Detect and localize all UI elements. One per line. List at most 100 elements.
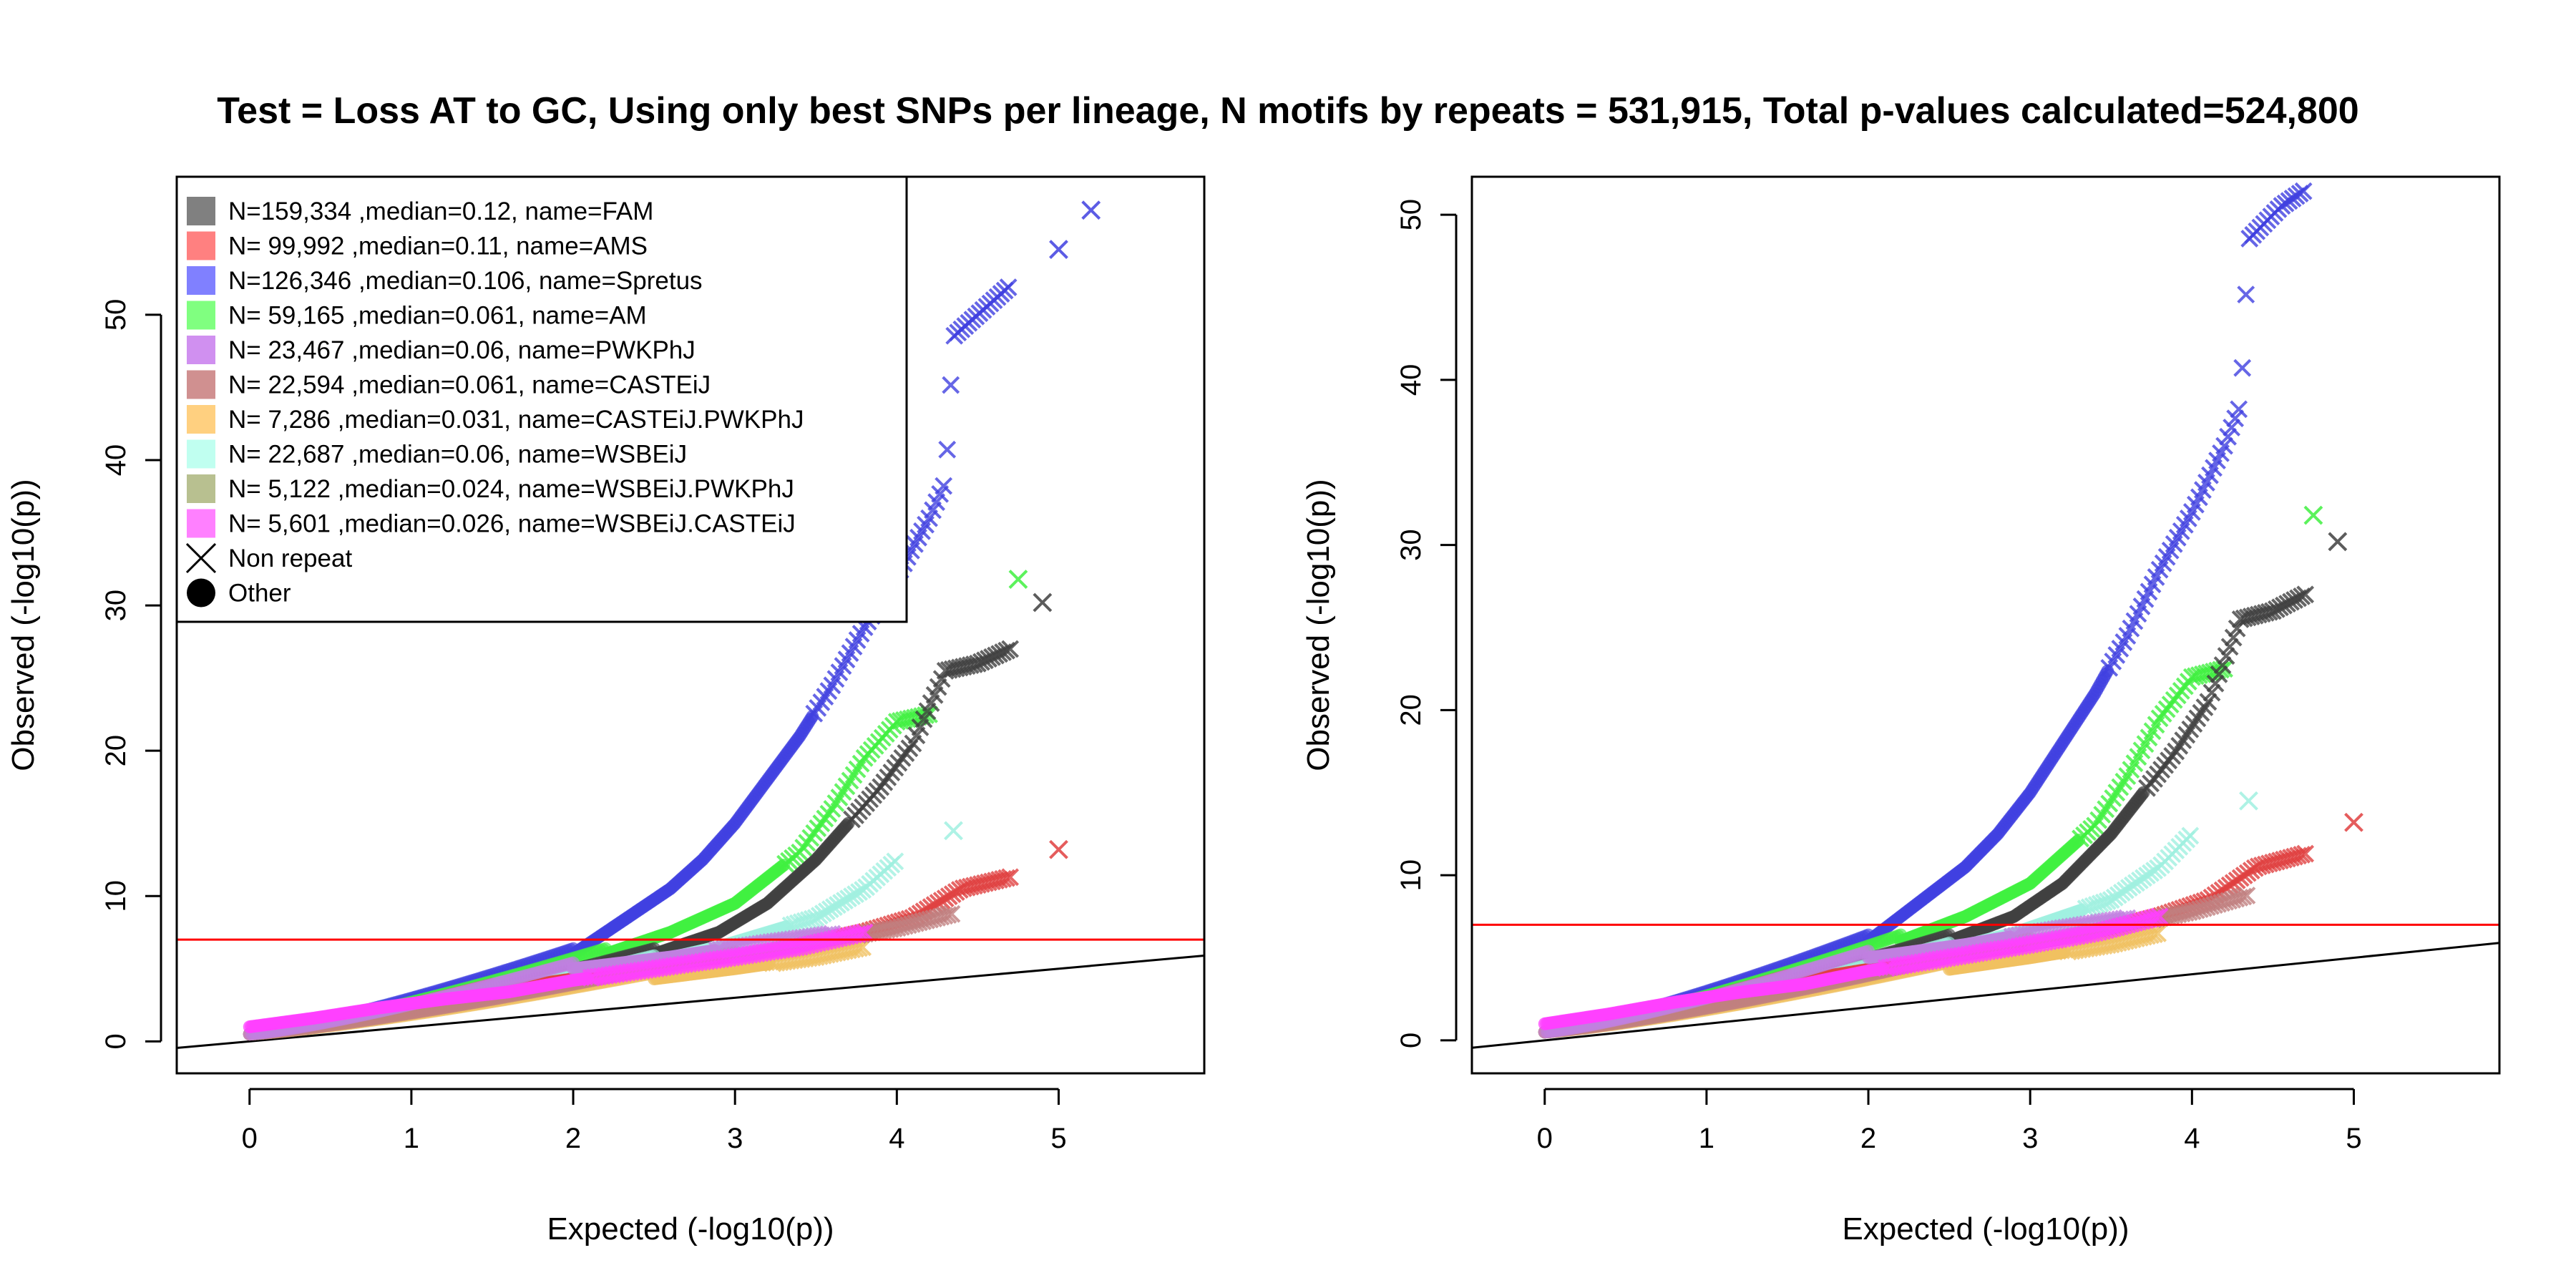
data-point	[939, 906, 957, 924]
data-point	[2293, 846, 2311, 864]
data-point	[2237, 286, 2255, 304]
data-point	[2181, 826, 2200, 845]
legend-label: N= 5,601 ,median=0.026, name=WSBEiJ.CAST…	[228, 510, 796, 538]
data-point	[2328, 532, 2348, 552]
legend-label: N= 99,992 ,median=0.11, name=AMS	[228, 233, 648, 260]
data-point	[2202, 683, 2221, 702]
legend-label: N= 5,122 ,median=0.024, name=WSBEiJ.PWKP…	[228, 475, 794, 503]
data-point	[942, 904, 961, 923]
data-point	[2210, 665, 2228, 683]
x-tick-label: 1	[404, 1123, 419, 1154]
legend-label: N= 7,286 ,median=0.031, name=CASTEiJ.PWK…	[228, 406, 804, 434]
data-point	[1049, 839, 1068, 859]
legend-swatch	[187, 439, 215, 469]
data-point	[2234, 887, 2253, 906]
data-point	[2239, 791, 2258, 811]
legend-box	[175, 175, 908, 623]
data-point	[2296, 585, 2315, 604]
data-point	[2344, 812, 2363, 832]
data-point	[1033, 592, 1053, 613]
data-point	[2219, 427, 2237, 446]
data-point	[2230, 400, 2248, 419]
legend-swatch	[187, 266, 215, 295]
x-tick-label: 0	[242, 1123, 258, 1154]
data-point	[2238, 887, 2256, 904]
data-point	[2294, 182, 2313, 200]
data-point	[1001, 640, 1020, 658]
y-tick-label: 0	[100, 1033, 132, 1049]
data-point	[1001, 868, 1020, 887]
data-point	[2226, 409, 2245, 428]
data-point	[567, 956, 580, 970]
data-point	[2215, 436, 2233, 455]
data-point	[938, 440, 957, 459]
legend-swatch	[187, 405, 215, 434]
data-point	[917, 706, 935, 724]
legend-swatch	[187, 336, 215, 364]
data-point	[1862, 945, 1875, 958]
legend: N=159,334 ,median=0.12, name=FAM N= 99,99…	[175, 175, 908, 623]
data-point	[1049, 240, 1068, 259]
data-point	[886, 852, 904, 871]
data-point	[599, 942, 613, 955]
legend-swatch	[187, 474, 215, 503]
legend-label: N= 59,165 ,median=0.061, name=AM	[228, 302, 647, 330]
legend-circle-symbol	[187, 578, 215, 608]
legend-cross-symbol	[185, 542, 217, 574]
legend-label: N=126,346 ,median=0.106, name=Spretus	[228, 267, 703, 295]
data-point	[2303, 505, 2323, 525]
data-point	[2224, 628, 2243, 647]
data-point	[1008, 570, 1028, 589]
qq-panel-left: 0 1 2 3 4 5 Expected (-log10(p)) 0 10 20 30 40 50 Obs…	[6, 175, 1206, 1246]
figure-title: Test = Loss AT to GC, Using only best SN…	[217, 90, 2358, 132]
legend-swatch	[187, 301, 215, 330]
x-axis-label: Expected (-log10(p))	[547, 1211, 834, 1246]
legend-swatch	[187, 370, 215, 399]
reference-line	[177, 955, 1204, 1049]
series-wsbeij-casteij	[1538, 907, 2169, 1030]
plot-area	[1472, 182, 2499, 1049]
data-point	[997, 869, 1016, 887]
data-point	[1894, 928, 1908, 942]
legend-label: N= 23,467 ,median=0.06, name=PWKPhJ	[228, 336, 696, 364]
y-tick-label: 20	[100, 735, 132, 767]
y-tick-label: 30	[100, 590, 132, 622]
y-tick-label: 50	[100, 299, 132, 331]
x-axis: 0 1 2 3 4 5 Expected (-log10(p))	[242, 1088, 1067, 1246]
y-tick-label: 10	[100, 880, 132, 912]
data-point	[855, 923, 874, 942]
data-point	[1081, 200, 1101, 220]
x-tick-label: 5	[1050, 1123, 1066, 1154]
data-point	[999, 278, 1018, 296]
legend-label: N= 22,687 ,median=0.06, name=WSBEiJ	[228, 441, 687, 469]
data-point	[942, 376, 960, 394]
data-point	[2199, 693, 2218, 711]
plot-area	[177, 200, 1204, 1049]
x-tick-label: 4	[889, 1123, 904, 1154]
legend-swatch	[187, 509, 215, 538]
legend-label: Other	[228, 580, 291, 608]
legend-label: N= 22,594 ,median=0.061, name=CASTEiJ	[228, 371, 711, 399]
legend-label: Non repeat	[228, 545, 352, 572]
y-axis-label: Observed (-log10(p))	[6, 479, 41, 771]
data-point	[2223, 419, 2241, 436]
legend-swatch	[187, 197, 215, 225]
data-point	[2212, 660, 2230, 679]
series-wsbeij-casteij	[243, 923, 874, 1034]
data-point	[2213, 656, 2232, 674]
legend-swatch	[187, 231, 215, 260]
y-axis: 0 10 20 30 40 50 Observed (-log10(p))	[6, 299, 162, 1049]
x-tick-label: 3	[727, 1123, 743, 1154]
legend-label: N=159,334 ,median=0.12, name=FAM	[228, 197, 653, 225]
data-point	[2220, 638, 2239, 656]
reference-line	[1472, 942, 2499, 1049]
y-tick-label: 40	[100, 444, 132, 477]
data-point	[935, 477, 953, 495]
data-point	[2217, 647, 2235, 665]
data-point	[2296, 844, 2315, 863]
data-point	[852, 924, 870, 942]
data-point	[2233, 358, 2252, 377]
x-tick-label: 2	[565, 1123, 581, 1154]
